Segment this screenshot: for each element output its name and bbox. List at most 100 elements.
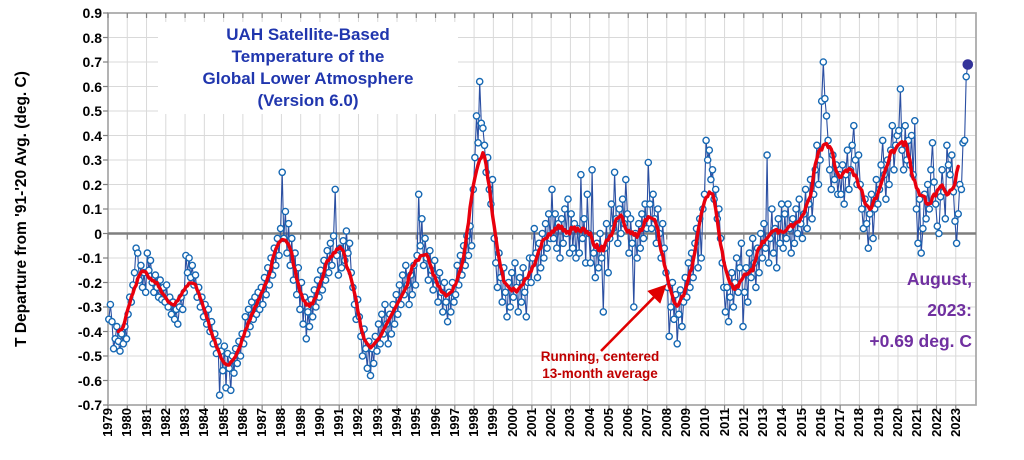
x-tick-label: 2021 [909,408,925,437]
monthly-point [825,165,834,174]
monthly-point [328,261,336,270]
monthly-point [488,175,497,184]
monthly-point [890,165,898,174]
x-tick-label: 2013 [755,408,771,437]
monthly-point [781,210,789,218]
monthly-point [654,205,662,213]
x-tick-label: 1981 [138,408,154,437]
monthly-point [617,229,625,238]
monthly-point [756,229,765,238]
monthly-point [845,185,853,194]
monthly-point [752,283,760,292]
latest-value-line: 2023: [927,300,972,320]
monthly-point [244,305,253,314]
monthly-point [737,239,746,248]
monthly-point [578,234,587,243]
monthly-point [615,205,624,213]
monthly-point [464,251,473,260]
monthly-point [634,219,643,228]
monthly-point [475,77,484,86]
monthly-point [745,249,754,257]
monthly-point [626,214,635,223]
monthly-point [604,268,613,277]
monthly-point [792,205,800,213]
x-tick-label: 1986 [234,408,250,437]
monthly-point [259,300,267,309]
monthly-point [414,190,423,199]
monthly-point [507,268,516,277]
monthly-point [694,263,702,272]
x-tick-label: 1987 [254,408,270,437]
monthly-point [793,229,802,238]
monthly-point [723,283,731,292]
monthly-point [665,332,674,341]
monthly-point [143,249,152,257]
monthly-point [914,239,922,248]
monthly-point [312,303,320,311]
monthly-point [813,141,821,150]
monthly-point [938,165,946,174]
monthly-point [416,241,425,250]
monthly-point [790,239,799,248]
monthly-point [877,161,885,169]
monthly-point [384,339,393,348]
monthly-point [911,117,919,125]
monthly-point [146,256,155,265]
monthly-point [326,239,335,248]
monthly-point [742,263,751,272]
monthly-point [854,151,863,159]
monthly-point [646,200,654,208]
monthly-point [919,224,927,233]
y-tick-label: 0.8 [82,29,102,46]
monthly-point [922,214,930,223]
latest-value-annotation: August, 2023: +0.69 deg. C [790,264,972,357]
monthly-point [954,210,963,218]
monthly-point [421,234,429,243]
monthly-point [323,246,332,255]
monthly-point [369,359,378,368]
x-tick-label: 1988 [273,408,289,437]
x-tick-label: 2016 [812,408,828,437]
monthly-point [782,234,791,243]
monthly-point [747,273,755,282]
monthly-point [435,268,444,277]
monthly-point [424,276,433,284]
monthly-point [960,136,969,145]
monthly-point [639,234,648,243]
monthly-point [848,141,857,150]
monthly-point [106,300,115,309]
monthly-point [755,268,763,277]
monthly-point [284,219,293,228]
monthly-point [434,298,442,306]
monthly-point [141,288,150,297]
monthly-point [443,317,452,326]
x-tick-label: 2012 [735,408,751,437]
monthly-point [644,158,653,167]
x-tick-label: 2006 [620,408,636,437]
monthly-point [599,308,608,316]
monthly-point [262,290,271,299]
x-tick-label: 1985 [215,408,231,437]
monthly-point [556,254,564,262]
monthly-point [589,249,598,257]
monthly-point [517,298,526,306]
monthly-point [278,168,287,177]
monthly-point [885,180,893,189]
x-tick-label: 2005 [600,408,616,437]
x-tick-label: 2018 [851,408,867,437]
monthly-point [633,254,641,262]
monthly-point [527,278,535,287]
monthly-point [577,170,585,179]
monthly-point [544,210,553,218]
x-tick-label: 1990 [311,408,327,437]
monthly-point [241,312,250,321]
x-tick-label: 1999 [485,408,501,437]
monthly-point [740,288,749,297]
monthly-point [728,268,736,277]
x-tick-label: 2004 [581,408,597,437]
chart-title-line: Global Lower Atmosphere [202,69,414,88]
y-tick-label: -0.3 [77,299,102,315]
monthly-point [342,227,351,235]
monthly-point [559,239,568,248]
monthly-point [724,317,733,326]
